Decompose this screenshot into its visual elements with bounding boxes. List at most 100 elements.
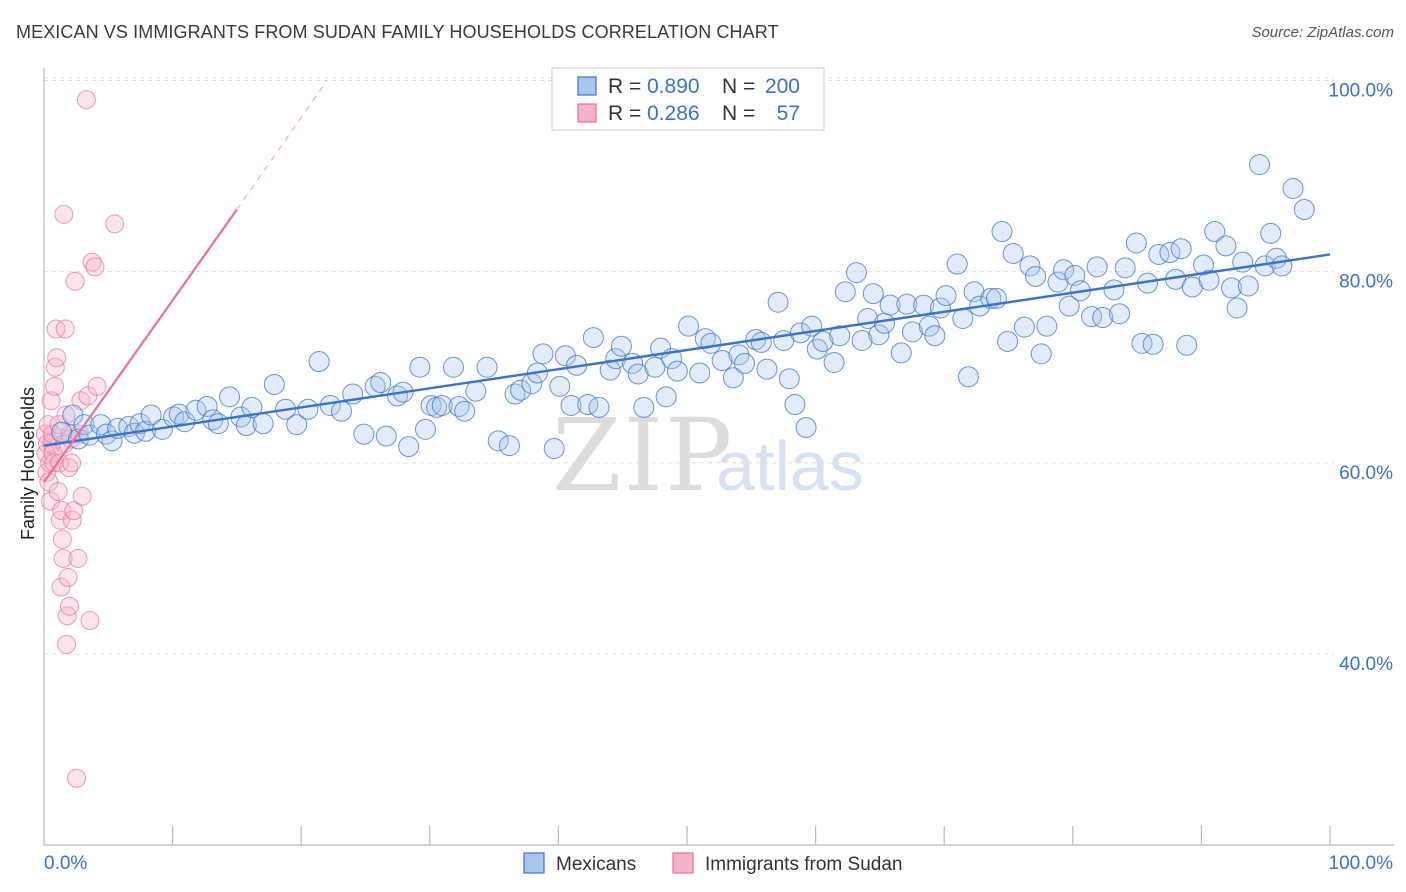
mexican-point (1019, 255, 1041, 277)
mexican-point (1260, 222, 1282, 244)
mexican-point (582, 327, 604, 349)
mexican-point (1248, 154, 1270, 176)
sudan-point (59, 596, 79, 616)
mexican-point (935, 285, 957, 307)
mexican-point (498, 435, 520, 457)
mexican-point (1226, 297, 1248, 319)
mexican-point (386, 385, 408, 407)
mexican-point (588, 396, 610, 418)
legend-r-label-1: R = (608, 75, 641, 98)
legend-r-value-1: 0.890 (647, 75, 700, 98)
mexican-point (678, 315, 700, 337)
mexican-point (901, 321, 923, 343)
mexican-point (1148, 243, 1170, 265)
sudan-point (85, 257, 105, 277)
x-tick-label-max: 100.0% (1329, 853, 1394, 874)
mexican-point (375, 425, 397, 447)
mexican-point (487, 430, 509, 452)
x-tick-label-min: 0.0% (44, 853, 87, 874)
source-label: Source: ZipAtlas.com (1251, 24, 1394, 41)
mexican-point (633, 396, 655, 418)
sudan-point (57, 606, 77, 626)
mexican-point (599, 359, 621, 381)
sudan-point (45, 376, 65, 396)
watermark-atlas: atlas (716, 427, 864, 505)
mexican-point (1282, 178, 1304, 200)
mexican-point (1013, 316, 1035, 338)
mexican-point (756, 358, 778, 380)
sudan-point (62, 510, 82, 530)
legend-r-value-2: 0.286 (647, 102, 700, 125)
mexican-point (991, 221, 1013, 243)
mexican-point (476, 356, 498, 378)
mexican-point (1025, 265, 1047, 287)
sudan-point (56, 405, 76, 425)
mexican-point (1142, 333, 1164, 355)
mexican-point (414, 418, 436, 440)
mexican-point (784, 394, 806, 416)
mexican-point (331, 400, 353, 422)
mexican-point (795, 416, 817, 438)
sudan-point (105, 214, 125, 234)
mexican-point (952, 308, 974, 330)
mexican-point (1114, 257, 1136, 279)
mexican-point (308, 351, 330, 373)
watermark-zip: ZIP (552, 397, 734, 514)
mexican-point (353, 423, 375, 445)
mexican-point (196, 395, 218, 417)
sudan-point (53, 548, 73, 568)
mexican-point (185, 399, 207, 421)
mexican-point (1125, 232, 1147, 254)
stats-legend: R = 0.890 N = 200 R = 0.286 N = 57 (551, 67, 825, 131)
mexican-point (644, 356, 666, 378)
sudan-point (52, 529, 72, 549)
mexican-point (398, 436, 420, 458)
sudan-point (65, 271, 85, 291)
sudan-point (55, 319, 75, 339)
mexican-point (879, 294, 901, 316)
sudan-point (48, 482, 68, 502)
legend-n-value-2: 57 (777, 102, 800, 125)
mexican-point (454, 400, 476, 422)
mexican-point (252, 413, 274, 435)
mexican-point (1170, 238, 1192, 260)
mexican-point (442, 356, 464, 378)
mexican-point (1036, 315, 1058, 337)
mexican-point (845, 262, 867, 284)
sudan-point (67, 768, 87, 788)
y-tick-label: 100.0% (1329, 81, 1394, 102)
mexican-point (560, 394, 582, 416)
mexican-point (207, 413, 229, 435)
mexican-point (851, 329, 873, 351)
mexican-point (700, 332, 722, 354)
mexican-point (834, 281, 856, 303)
mexican-point (1159, 242, 1181, 264)
mexican-point (543, 437, 565, 459)
axes (43, 68, 1394, 846)
bottom-legend-swatch-sudan (672, 852, 694, 874)
mexican-point (823, 351, 845, 373)
mexican-point (997, 330, 1019, 352)
mexican-point (1002, 243, 1024, 265)
mexican-point (286, 414, 308, 436)
grid-lines (44, 77, 1334, 655)
legend-swatch-sudan (577, 103, 597, 123)
mexican-point (510, 379, 532, 401)
mexican-point (689, 362, 711, 384)
mexican-point (1271, 255, 1293, 277)
sudan-point (54, 204, 74, 224)
sudan-point (58, 568, 78, 588)
sudan-point (51, 577, 71, 597)
y-tick-label: 80.0% (1339, 272, 1393, 293)
sudan-point (87, 376, 107, 396)
legend-n-value-1: 200 (765, 75, 800, 98)
mexican-point (1103, 279, 1125, 301)
mexican-point (873, 312, 895, 334)
sudan-point (64, 501, 84, 521)
chart-title: MEXICAN VS IMMIGRANTS FROM SUDAN FAMILY … (16, 22, 779, 42)
mexican-point (806, 338, 828, 360)
legend-n-label-1: N = (722, 75, 755, 98)
mexican-point (549, 375, 571, 397)
mexican-point (862, 283, 884, 305)
mexican-point (1198, 269, 1220, 291)
